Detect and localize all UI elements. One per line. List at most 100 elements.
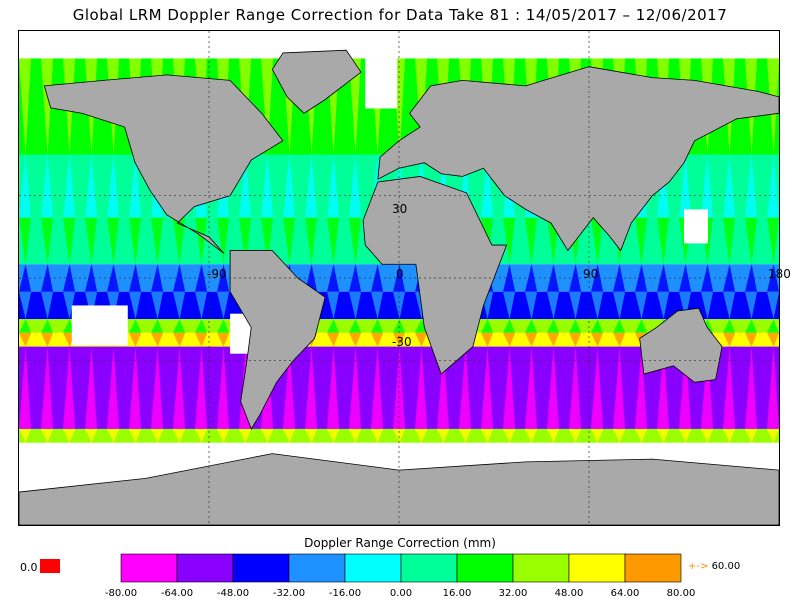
track-streak [85, 154, 98, 218]
north-america-land [43, 74, 284, 254]
track-streak [591, 428, 604, 443]
track-streak [481, 319, 494, 333]
track-streak [151, 428, 164, 443]
track-streak [327, 291, 340, 320]
track-streak [547, 264, 560, 292]
track-streak [371, 428, 384, 443]
track-streak [613, 332, 626, 347]
track-streak [151, 346, 164, 429]
track-streak [327, 154, 340, 218]
track-streak [371, 291, 384, 320]
track-streak [41, 291, 54, 320]
colorbar-segment [120, 553, 178, 583]
track-streak [635, 346, 648, 429]
track-streak [613, 291, 626, 320]
track-streak [195, 319, 208, 333]
track-streak [569, 428, 582, 443]
track-streak [349, 346, 362, 429]
track-streak [19, 154, 32, 218]
track-streak [283, 346, 296, 429]
track-streak [723, 319, 736, 333]
map-panel [18, 30, 780, 526]
track-streak [525, 346, 538, 429]
track-streak [327, 332, 340, 347]
track-streak [195, 217, 208, 265]
track-streak [569, 291, 582, 320]
track-streak [195, 428, 208, 443]
track-streak [261, 217, 274, 265]
track-streak [525, 217, 538, 265]
colorbar-tick-label: 80.00 [666, 588, 696, 599]
track-streak [481, 332, 494, 347]
track-streak [591, 332, 604, 347]
lat-label-30: 30 [392, 202, 408, 216]
track-streak [85, 264, 98, 292]
south-america-land [229, 250, 326, 430]
track-streak [393, 332, 406, 347]
track-streak [85, 428, 98, 443]
track-streak [19, 217, 32, 265]
track-streak [129, 346, 142, 429]
track-streak [503, 332, 516, 347]
track-streak [613, 428, 626, 443]
track-streak [635, 291, 648, 320]
lon-label-90: 90 [583, 267, 599, 281]
track-streak [657, 217, 670, 265]
track-streak [393, 428, 406, 443]
track-streak [767, 217, 779, 265]
track-streak [151, 332, 164, 347]
track-streak [525, 428, 538, 443]
colorbar-segment [232, 553, 290, 583]
missing-value-swatch [40, 559, 60, 573]
track-streak [151, 217, 164, 265]
track-streak [107, 346, 120, 429]
track-streak [41, 346, 54, 429]
colorbar-tick-label: 16.00 [442, 588, 472, 599]
track-streak [767, 291, 779, 320]
track-streak [481, 428, 494, 443]
track-streak [261, 58, 274, 155]
track-streak [745, 291, 758, 320]
track-streak [41, 319, 54, 333]
lat-label-minus30: -30 [392, 335, 412, 349]
colorbar-tick-label: 32.00 [498, 588, 528, 599]
lon-label-180: 180 [768, 267, 791, 281]
track-streak [701, 291, 714, 320]
track-streak [173, 346, 186, 429]
track-streak [41, 154, 54, 218]
track-streak [679, 291, 692, 320]
track-streak [349, 291, 362, 320]
track-streak [613, 319, 626, 333]
track-streak [547, 291, 560, 320]
colorbar-segment [288, 553, 346, 583]
track-streak [591, 217, 604, 265]
track-streak [283, 428, 296, 443]
track-streak [195, 346, 208, 429]
track-streak [19, 291, 32, 320]
track-streak [371, 346, 384, 429]
track-streak [239, 154, 252, 218]
track-streak [613, 346, 626, 429]
colorbar-segment [456, 553, 514, 583]
colorbar-title: Doppler Range Correction (mm) [304, 536, 496, 550]
track-streak [767, 154, 779, 218]
track-streak [635, 217, 648, 265]
track-streak [261, 154, 274, 218]
colorbar-tick-label: -48.00 [216, 588, 250, 599]
track-streak [503, 346, 516, 429]
track-streak [41, 428, 54, 443]
track-streak [415, 332, 428, 347]
track-streak [327, 217, 340, 265]
track-streak [305, 428, 318, 443]
colorbar-segment [176, 553, 234, 583]
track-streak [701, 428, 714, 443]
track-streak [701, 264, 714, 292]
track-streak [19, 332, 32, 347]
colorbar-tick-label: -64.00 [160, 588, 194, 599]
track-streak [349, 58, 362, 155]
track-streak [657, 346, 670, 429]
track-streak [371, 332, 384, 347]
track-streak [591, 291, 604, 320]
colorbar-tick-label: 0.00 [389, 588, 413, 599]
overflow-label: +-> 60.00 [688, 561, 740, 572]
